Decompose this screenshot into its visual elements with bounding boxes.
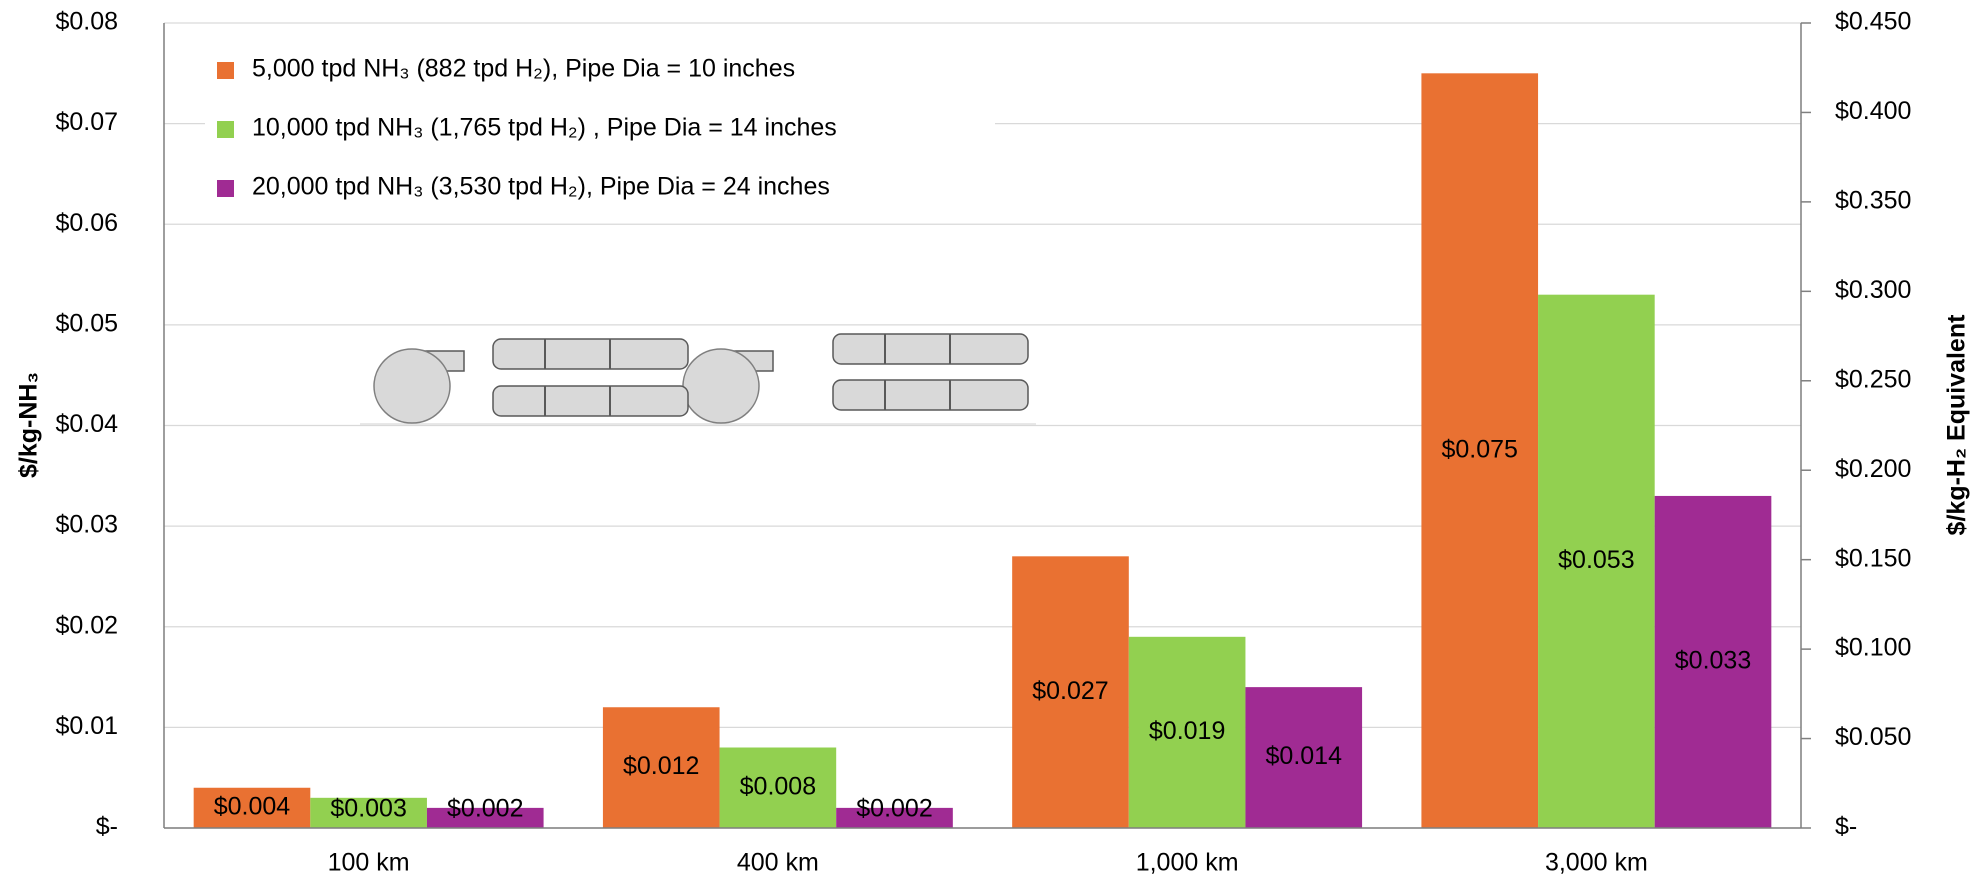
y2-tick-label: $0.150: [1835, 544, 1911, 572]
x-tick-label: 100 km: [328, 849, 410, 877]
pipeline-illustration: [360, 334, 1036, 424]
data-label: $0.002: [447, 795, 523, 823]
data-label: $0.002: [856, 795, 932, 823]
y-tick-label: $0.01: [55, 712, 118, 740]
y-tick-label: $0.07: [55, 108, 118, 136]
data-label: $0.053: [1558, 546, 1634, 574]
chart: $/kg-NH₃ $/kg-H₂ Equivalent $- $0.01 $0.02…: [0, 0, 1982, 879]
data-label: $0.003: [330, 795, 406, 823]
legend-label: 10,000 tpd NH₃ (1,765 tpd H₂) , Pipe Dia…: [252, 114, 837, 142]
y-tick-label: $0.08: [55, 8, 118, 36]
x-tick-label: 3,000 km: [1545, 849, 1648, 877]
data-label: $0.027: [1032, 677, 1108, 705]
x-tick-label: 400 km: [737, 849, 819, 877]
y2-tick-label: $0.450: [1835, 8, 1911, 36]
data-label: $0.019: [1149, 717, 1225, 745]
data-label: $0.033: [1675, 647, 1751, 675]
data-label: $0.012: [623, 752, 699, 780]
legend-label: 5,000 tpd NH₃ (882 tpd H₂), Pipe Dia = 1…: [252, 55, 795, 83]
data-label: $0.008: [740, 772, 816, 800]
y2-axis-title: $/kg-H₂ Equivalent: [1943, 314, 1971, 536]
y-tick-label: $0.03: [55, 511, 118, 539]
x-tick-label: 1,000 km: [1136, 849, 1239, 877]
legend-swatch: [217, 121, 234, 138]
y2-tick-label: $0.050: [1835, 723, 1911, 751]
legend-swatch: [217, 180, 234, 197]
y-tick-label: $0.02: [55, 611, 118, 639]
y2-tick-label: $0.400: [1835, 97, 1911, 125]
y2-tick-label: $0.200: [1835, 455, 1911, 483]
data-label: $0.004: [214, 792, 291, 820]
legend-label: 20,000 tpd NH₃ (3,530 tpd H₂), Pipe Dia …: [252, 173, 830, 201]
y-tick-label: $0.04: [55, 410, 118, 438]
legend-swatch: [217, 62, 234, 79]
y2-tick-label: $0.100: [1835, 634, 1911, 662]
y-axis-title: $/kg-NH₃: [15, 372, 43, 478]
data-label: $0.014: [1266, 742, 1343, 770]
y2-tick-label: $0.300: [1835, 276, 1911, 304]
y-tick-label: $0.06: [55, 209, 118, 237]
y2-tick-label: $-: [1835, 813, 1857, 841]
y-tick-label: $0.05: [55, 309, 118, 337]
data-label: $0.075: [1442, 435, 1518, 463]
y-tick-label: $-: [96, 813, 118, 841]
y2-tick-label: $0.350: [1835, 186, 1911, 214]
y2-tick-label: $0.250: [1835, 365, 1911, 393]
